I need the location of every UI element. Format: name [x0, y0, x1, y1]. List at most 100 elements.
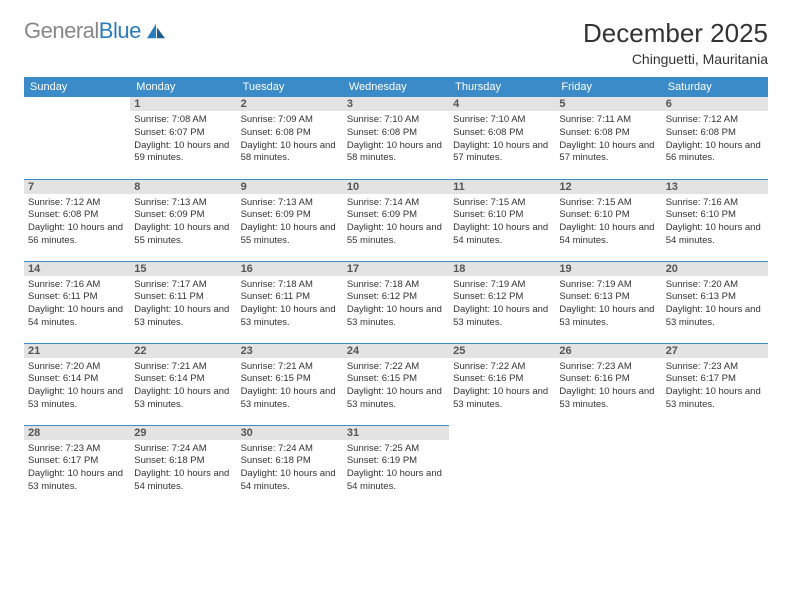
day-number: 20 — [662, 262, 768, 276]
day-number: 11 — [449, 180, 555, 194]
day-details: Sunrise: 7:12 AMSunset: 6:08 PMDaylight:… — [28, 197, 126, 248]
calendar-cell: 22 Sunrise: 7:21 AMSunset: 6:14 PMDayligh… — [130, 343, 236, 425]
day-number: 14 — [24, 262, 130, 276]
calendar-week-row: 14 Sunrise: 7:16 AMSunset: 6:11 PMDayligh… — [24, 261, 768, 343]
day-details: Sunrise: 7:13 AMSunset: 6:09 PMDaylight:… — [241, 197, 339, 248]
calendar-cell: 18 Sunrise: 7:19 AMSunset: 6:12 PMDayligh… — [449, 261, 555, 343]
calendar-cell: 31 Sunrise: 7:25 AMSunset: 6:19 PMDayligh… — [343, 425, 449, 507]
day-number: 10 — [343, 180, 449, 194]
day-header: Friday — [555, 77, 661, 97]
calendar-cell: 19Sunrise: 7:19 AMSunset: 6:13 PMDayligh… — [555, 261, 661, 343]
day-details: Sunrise: 7:18 AMSunset: 6:11 PMDaylight:… — [241, 279, 339, 330]
day-number: 16 — [237, 262, 343, 276]
day-number: 1 — [130, 97, 236, 111]
calendar-cell: 1 Sunrise: 7:08 AMSunset: 6:07 PMDaylight… — [130, 97, 236, 179]
day-details: Sunrise: 7:10 AMSunset: 6:08 PMDaylight:… — [453, 114, 551, 165]
day-number: 8 — [130, 180, 236, 194]
calendar-cell: 9 Sunrise: 7:13 AMSunset: 6:09 PMDaylight… — [237, 179, 343, 261]
calendar-cell: 30Sunrise: 7:24 AMSunset: 6:18 PMDayligh… — [237, 425, 343, 507]
calendar-week-row: 21 Sunrise: 7:20 AMSunset: 6:14 PMDayligh… — [24, 343, 768, 425]
day-number: 12 — [555, 180, 661, 194]
calendar-table: SundayMondayTuesdayWednesdayThursdayFrid… — [24, 77, 768, 507]
day-number: 26 — [555, 344, 661, 358]
calendar-cell: 6 Sunrise: 7:12 AMSunset: 6:08 PMDaylight… — [662, 97, 768, 179]
day-details: Sunrise: 7:10 AMSunset: 6:08 PMDaylight:… — [347, 114, 445, 165]
day-number: 5 — [555, 97, 661, 111]
day-details: Sunrise: 7:17 AMSunset: 6:11 PMDaylight:… — [134, 279, 232, 330]
calendar-cell: 4 Sunrise: 7:10 AMSunset: 6:08 PMDaylight… — [449, 97, 555, 179]
day-details: Sunrise: 7:23 AMSunset: 6:16 PMDaylight:… — [559, 361, 657, 412]
day-number: 6 — [662, 97, 768, 111]
day-details: Sunrise: 7:20 AMSunset: 6:14 PMDaylight:… — [28, 361, 126, 412]
day-details: Sunrise: 7:20 AMSunset: 6:13 PMDaylight:… — [666, 279, 764, 330]
day-number: 21 — [24, 344, 130, 358]
calendar-cell — [449, 425, 555, 507]
day-number: 27 — [662, 344, 768, 358]
day-number: 25 — [449, 344, 555, 358]
calendar-cell: 3Sunrise: 7:10 AMSunset: 6:08 PMDaylight… — [343, 97, 449, 179]
day-number: 9 — [237, 180, 343, 194]
title-block: December 2025 Chinguetti, Mauritania — [583, 18, 768, 67]
day-header: Sunday — [24, 77, 130, 97]
day-details: Sunrise: 7:15 AMSunset: 6:10 PMDaylight:… — [453, 197, 551, 248]
day-number: 2 — [237, 97, 343, 111]
day-details: Sunrise: 7:13 AMSunset: 6:09 PMDaylight:… — [134, 197, 232, 248]
day-details: Sunrise: 7:11 AMSunset: 6:08 PMDaylight:… — [559, 114, 657, 165]
day-details: Sunrise: 7:21 AMSunset: 6:14 PMDaylight:… — [134, 361, 232, 412]
day-number: 17 — [343, 262, 449, 276]
day-number: 4 — [449, 97, 555, 111]
calendar-cell: 12 Sunrise: 7:15 AMSunset: 6:10 PMDayligh… — [555, 179, 661, 261]
calendar-cell: 5 Sunrise: 7:11 AMSunset: 6:08 PMDaylight… — [555, 97, 661, 179]
day-details: Sunrise: 7:15 AMSunset: 6:10 PMDaylight:… — [559, 197, 657, 248]
calendar-week-row: 1 Sunrise: 7:08 AMSunset: 6:07 PMDaylight… — [24, 97, 768, 179]
day-number: 29 — [130, 426, 236, 440]
calendar-cell: 25 Sunrise: 7:22 AMSunset: 6:16 PMDayligh… — [449, 343, 555, 425]
day-details: Sunrise: 7:23 AMSunset: 6:17 PMDaylight:… — [666, 361, 764, 412]
day-header: Tuesday — [237, 77, 343, 97]
calendar-cell: 13Sunrise: 7:16 AMSunset: 6:10 PMDayligh… — [662, 179, 768, 261]
day-number: 18 — [449, 262, 555, 276]
logo-text-gray: General — [24, 18, 99, 43]
calendar-cell: 28 Sunrise: 7:23 AMSunset: 6:17 PMDayligh… — [24, 425, 130, 507]
calendar-cell: 8 Sunrise: 7:13 AMSunset: 6:09 PMDaylight… — [130, 179, 236, 261]
day-details: Sunrise: 7:08 AMSunset: 6:07 PMDaylight:… — [134, 114, 232, 165]
day-number: 7 — [24, 180, 130, 194]
day-number: 30 — [237, 426, 343, 440]
day-number: 15 — [130, 262, 236, 276]
calendar-week-row: 28 Sunrise: 7:23 AMSunset: 6:17 PMDayligh… — [24, 425, 768, 507]
day-details: Sunrise: 7:09 AMSunset: 6:08 PMDaylight:… — [241, 114, 339, 165]
calendar-cell: 2 Sunrise: 7:09 AMSunset: 6:08 PMDaylight… — [237, 97, 343, 179]
month-title: December 2025 — [583, 18, 768, 49]
logo-sail-icon — [145, 22, 167, 40]
day-details: Sunrise: 7:22 AMSunset: 6:16 PMDaylight:… — [453, 361, 551, 412]
day-details: Sunrise: 7:19 AMSunset: 6:12 PMDaylight:… — [453, 279, 551, 330]
day-details: Sunrise: 7:16 AMSunset: 6:10 PMDaylight:… — [666, 197, 764, 248]
calendar-cell: 26 Sunrise: 7:23 AMSunset: 6:16 PMDayligh… — [555, 343, 661, 425]
day-number: 22 — [130, 344, 236, 358]
calendar-cell — [24, 97, 130, 179]
calendar-cell: 11 Sunrise: 7:15 AMSunset: 6:10 PMDayligh… — [449, 179, 555, 261]
day-details: Sunrise: 7:22 AMSunset: 6:15 PMDaylight:… — [347, 361, 445, 412]
logo-text: GeneralBlue — [24, 18, 141, 44]
day-details: Sunrise: 7:16 AMSunset: 6:11 PMDaylight:… — [28, 279, 126, 330]
calendar-cell — [555, 425, 661, 507]
calendar-cell: 20 Sunrise: 7:20 AMSunset: 6:13 PMDayligh… — [662, 261, 768, 343]
day-details: Sunrise: 7:25 AMSunset: 6:19 PMDaylight:… — [347, 443, 445, 494]
day-number: 28 — [24, 426, 130, 440]
calendar-header-row: SundayMondayTuesdayWednesdayThursdayFrid… — [24, 77, 768, 97]
day-details: Sunrise: 7:23 AMSunset: 6:17 PMDaylight:… — [28, 443, 126, 494]
calendar-cell: 24Sunrise: 7:22 AMSunset: 6:15 PMDayligh… — [343, 343, 449, 425]
calendar-cell: 27 Sunrise: 7:23 AMSunset: 6:17 PMDayligh… — [662, 343, 768, 425]
logo-text-blue: Blue — [99, 18, 141, 43]
day-number: 19 — [555, 262, 661, 276]
calendar-cell: 15 Sunrise: 7:17 AMSunset: 6:11 PMDayligh… — [130, 261, 236, 343]
day-details: Sunrise: 7:21 AMSunset: 6:15 PMDaylight:… — [241, 361, 339, 412]
day-details: Sunrise: 7:12 AMSunset: 6:08 PMDaylight:… — [666, 114, 764, 165]
day-details: Sunrise: 7:24 AMSunset: 6:18 PMDaylight:… — [134, 443, 232, 494]
day-number: 23 — [237, 344, 343, 358]
day-header: Thursday — [449, 77, 555, 97]
calendar-cell: 29 Sunrise: 7:24 AMSunset: 6:18 PMDayligh… — [130, 425, 236, 507]
location: Chinguetti, Mauritania — [583, 51, 768, 67]
calendar-cell: 21 Sunrise: 7:20 AMSunset: 6:14 PMDayligh… — [24, 343, 130, 425]
day-number: 31 — [343, 426, 449, 440]
